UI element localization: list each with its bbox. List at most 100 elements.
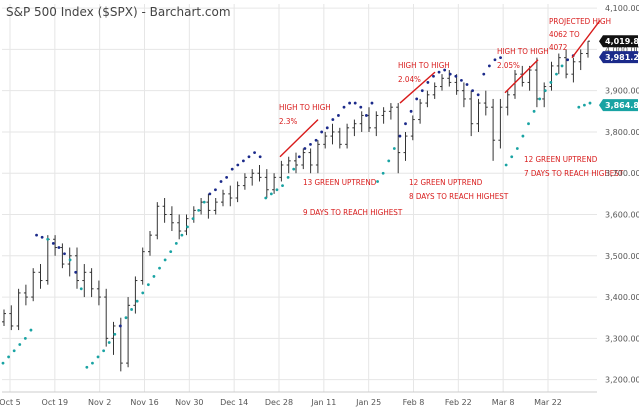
psar-dot xyxy=(566,58,570,62)
psar-dot xyxy=(163,258,167,262)
psar-dot xyxy=(432,74,435,78)
ohlc-bar xyxy=(177,214,182,240)
y-tick-label: 3,500.00 xyxy=(605,252,639,261)
annotation-line: 9 DAYS TO REACH HIGHEST xyxy=(303,208,403,217)
psar-dot xyxy=(29,328,33,332)
psar-dot xyxy=(68,258,72,262)
annotation-line: 2.3% xyxy=(279,117,297,126)
annotation-line: 2.05% xyxy=(497,61,520,70)
psar-dot xyxy=(364,114,368,117)
x-tick-label: Dec 14 xyxy=(220,398,248,407)
trend-line xyxy=(504,59,539,94)
ohlc-bar xyxy=(381,107,386,124)
psar-dot xyxy=(146,283,150,287)
ohlc-bar xyxy=(461,82,466,108)
ohlc-bar xyxy=(257,164,262,182)
trend-lines xyxy=(279,20,601,158)
psar-dot xyxy=(225,175,229,179)
annotation-text: 13 GREEN UPTREND 9 DAYS TO REACH HIGHEST xyxy=(303,178,403,217)
x-tick-label: Nov 2 xyxy=(88,398,111,407)
ohlc-bar xyxy=(301,148,306,170)
trend-line xyxy=(399,71,436,104)
psar-dot xyxy=(521,134,525,138)
annotation-text: PROJECTED HIGH 4062 TO 4072 xyxy=(549,17,611,52)
psar-dot xyxy=(119,324,122,328)
psar-dot xyxy=(392,147,396,150)
psar-dot xyxy=(46,237,50,241)
psar-dot xyxy=(102,349,106,353)
ohlc-bar xyxy=(9,305,14,331)
psar-dot xyxy=(197,208,201,212)
psar-dot xyxy=(63,252,66,256)
x-tick-label: Nov 16 xyxy=(130,398,158,407)
x-tick-label: Oct 5 xyxy=(0,398,21,407)
price-badge: 3,981.28 xyxy=(599,51,639,64)
ohlc-bar xyxy=(272,173,277,194)
psar-dot xyxy=(258,155,262,159)
psar-dot xyxy=(96,355,100,359)
psar-dot xyxy=(85,365,89,369)
psar-dot xyxy=(560,64,564,68)
psar-dot xyxy=(174,242,178,245)
psar-dot xyxy=(337,114,340,117)
x-axis: Oct 5 Oct 19 Nov 2 Nov 16 Nov 30 Dec 14 Dec 28… xyxy=(0,398,562,407)
ohlc-bar xyxy=(140,247,145,285)
ohlc-bar xyxy=(498,98,503,149)
psar-dot xyxy=(230,167,234,171)
ohlc-bar xyxy=(162,198,167,223)
psar-dot xyxy=(180,233,184,237)
ohlc-bar xyxy=(38,264,43,289)
ohlc-bar xyxy=(82,264,87,298)
psar-dot xyxy=(113,332,117,336)
psar-dot xyxy=(247,155,251,159)
y-tick-label: 4,000.00 xyxy=(605,45,639,54)
annotation-line: 12 GREEN UPTREND xyxy=(409,178,483,187)
ohlc-bar xyxy=(359,111,364,132)
trend-line xyxy=(279,119,319,158)
psar-dot xyxy=(471,89,474,93)
psar-dot xyxy=(281,184,284,188)
ohlc-bar xyxy=(586,40,590,58)
y-tick-label: 3,800.00 xyxy=(605,128,639,137)
psar-dot xyxy=(426,81,430,84)
psar-dot xyxy=(555,72,558,76)
psar-dot xyxy=(23,336,27,340)
ohlc-bar xyxy=(228,185,233,207)
annotation-line: 8 DAYS TO REACH HIGHEST xyxy=(409,192,509,201)
psar-dot xyxy=(348,101,352,105)
annotation-line: 7 DAYS TO REACH HIGHEST xyxy=(524,169,624,178)
ohlc-bar xyxy=(235,181,240,203)
ohlc-bar xyxy=(308,148,313,174)
price-badges: 4,019.87 3,981.28 3,864.88 xyxy=(599,35,639,112)
ohlc-bar xyxy=(111,321,116,355)
psar-dot xyxy=(286,175,290,179)
trend-line xyxy=(571,20,601,59)
ohlc-bar xyxy=(396,103,401,174)
psar-dot xyxy=(208,192,212,196)
annotations: HIGH TO HIGH 2.3% 13 GREEN UPTREND 9 DAYS T… xyxy=(279,17,624,217)
psar-dot xyxy=(219,180,223,183)
psar-dot xyxy=(264,196,268,200)
price-bars xyxy=(2,40,590,372)
ohlc-bar xyxy=(447,70,452,87)
annotation-line: PROJECTED HIGH xyxy=(549,17,611,26)
annotation-line: HIGH TO HIGH xyxy=(279,103,331,112)
psar-dot xyxy=(448,72,452,76)
ohlc-bar xyxy=(104,288,109,347)
ohlc-bar xyxy=(31,268,36,302)
ohlc-bar xyxy=(155,202,160,240)
x-tick-label: Feb 22 xyxy=(445,398,472,407)
psar-dot xyxy=(577,105,581,109)
ohlc-bar xyxy=(549,61,554,91)
price-badge: 4,019.87 xyxy=(599,35,639,48)
y-tick-label: 3,200.00 xyxy=(605,376,639,385)
psar-dot xyxy=(303,147,307,150)
ohlc-bar xyxy=(53,235,58,256)
y-tick-label: 4,100.00 xyxy=(605,4,639,13)
psar-dot xyxy=(275,188,279,192)
badge-shape xyxy=(599,35,638,48)
ohlc-bar xyxy=(578,49,583,71)
psar-dot xyxy=(7,355,10,359)
psar-dot xyxy=(169,250,173,254)
psar-dot xyxy=(314,138,318,142)
